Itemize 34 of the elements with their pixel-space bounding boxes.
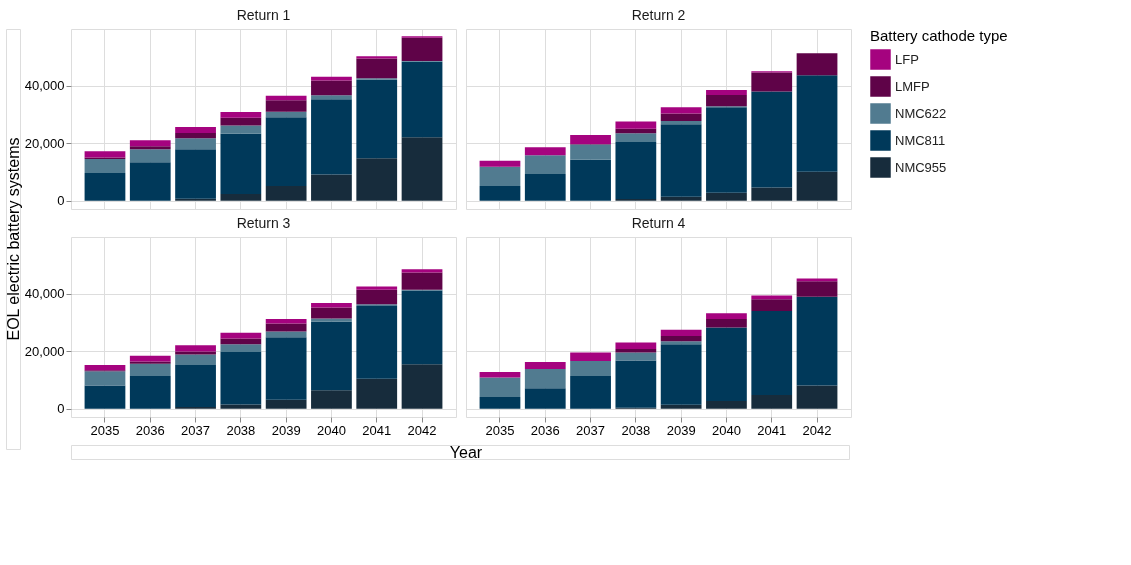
x-tick-label: 2038 bbox=[226, 422, 256, 438]
x-tick-label: 2038 bbox=[621, 422, 651, 438]
x-tick-label: 2041 bbox=[362, 422, 392, 438]
y-tick-label: 0 bbox=[57, 193, 65, 209]
chart-title: Return 2 bbox=[631, 7, 686, 23]
legend-label: LMFP bbox=[895, 78, 930, 94]
x-tick-label: 2037 bbox=[181, 422, 211, 438]
legend-label: NMC955 bbox=[895, 159, 947, 175]
y-tick-label: 20,000 bbox=[24, 343, 65, 359]
legend-label: NMC811 bbox=[895, 132, 946, 148]
x-tick-label: 2040 bbox=[711, 422, 741, 438]
y-tick-label: 20,000 bbox=[24, 135, 65, 151]
x-tick-label: 2039 bbox=[666, 422, 696, 438]
y-axis-title: EOL electric battery systems bbox=[5, 137, 22, 341]
x-tick-label: 2035 bbox=[485, 422, 515, 438]
legend-label: LFP bbox=[895, 51, 919, 67]
x-tick-label: 2039 bbox=[271, 422, 301, 438]
chart-title: Return 4 bbox=[631, 215, 686, 231]
legend-label: NMC622 bbox=[895, 105, 947, 121]
x-tick-label: 2041 bbox=[757, 422, 787, 438]
x-axis-title: Year bbox=[449, 444, 483, 461]
x-tick-label: 2035 bbox=[90, 422, 120, 438]
x-tick-label: 2037 bbox=[576, 422, 606, 438]
x-tick-label: 2040 bbox=[316, 422, 346, 438]
x-tick-label: 2036 bbox=[530, 422, 560, 438]
x-tick-label: 2042 bbox=[802, 422, 832, 438]
x-tick-label: 2036 bbox=[135, 422, 165, 438]
chart-title: Return 3 bbox=[236, 215, 291, 231]
x-tick-label: 2042 bbox=[407, 422, 437, 438]
chart-title: Return 1 bbox=[236, 7, 291, 23]
y-tick-label: 40,000 bbox=[24, 78, 65, 94]
legend-title: Battery cathode type bbox=[870, 27, 1008, 44]
y-tick-label: 0 bbox=[57, 401, 65, 417]
y-tick-label: 40,000 bbox=[24, 286, 65, 302]
